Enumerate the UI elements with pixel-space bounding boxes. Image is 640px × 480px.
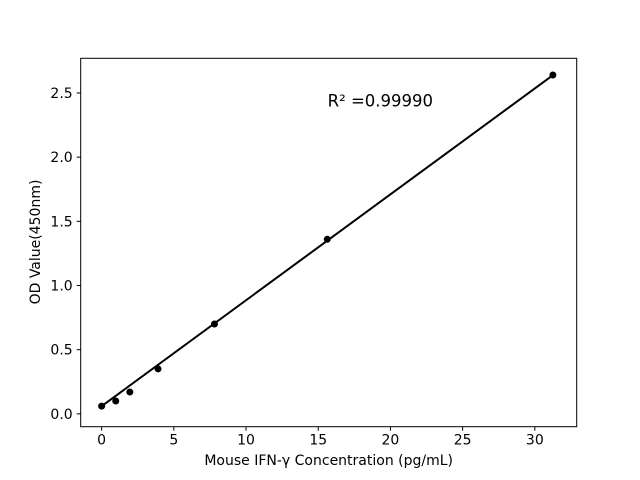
x-tick-label: 25 <box>454 433 472 449</box>
data-point <box>98 402 106 410</box>
x-tick-label: 15 <box>309 433 327 449</box>
data-point <box>112 397 120 405</box>
y-tick-label: 2.5 <box>50 86 72 102</box>
x-tick-label: 30 <box>526 433 544 449</box>
y-tick-label: 2.0 <box>50 150 72 166</box>
r-squared-annotation: R² =0.99990 <box>327 91 434 111</box>
plot-spines <box>80 57 578 428</box>
y-tick-label: 0.5 <box>50 343 72 359</box>
data-point <box>154 365 162 373</box>
x-tick-label: 0 <box>97 433 106 449</box>
data-point <box>210 320 218 328</box>
y-tick-label: 0.0 <box>50 407 72 423</box>
y-tick-label: 1.5 <box>50 214 72 230</box>
data-point <box>549 71 557 79</box>
y-axis-label: OD Value(450nm) <box>28 179 44 305</box>
y-tick-label: 1.0 <box>50 279 72 295</box>
data-point <box>126 388 134 396</box>
data-point <box>323 235 331 243</box>
x-tick-label: 20 <box>382 433 400 449</box>
x-tick-label: 10 <box>237 433 255 449</box>
x-tick-label: 5 <box>169 433 178 449</box>
x-axis-label: Mouse IFN-γ Concentration (pg/mL) <box>204 453 454 469</box>
